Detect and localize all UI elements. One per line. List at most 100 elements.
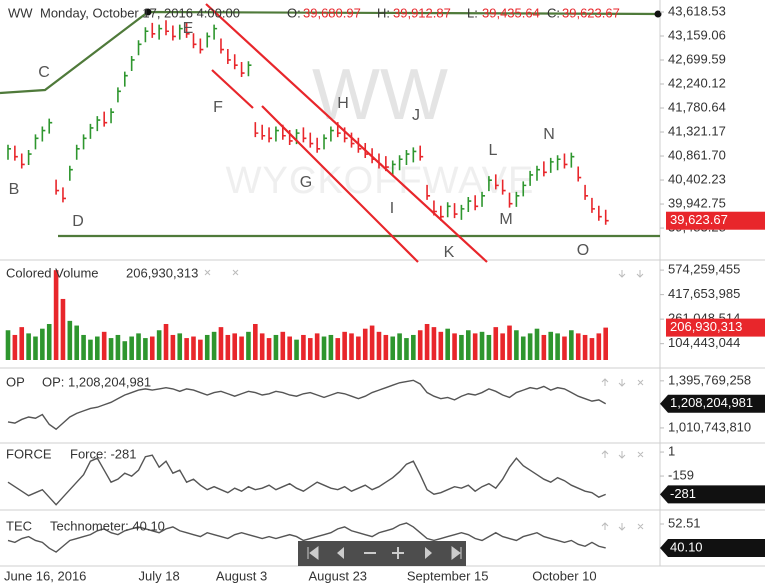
price-bar: [89, 123, 94, 139]
price-bar: [220, 38, 224, 54]
volume-bar: [356, 336, 361, 360]
volume-bar: [129, 336, 134, 360]
volume-bar: [266, 338, 272, 360]
y-tick-label: 1,010,743,810: [668, 419, 751, 434]
price-bar: [446, 202, 451, 218]
volume-bar: [46, 323, 52, 360]
volume-bar: [596, 333, 602, 360]
price-bar: [453, 203, 458, 219]
move-icon[interactable]: [618, 270, 644, 278]
price-bar: [192, 33, 197, 49]
volume-bar: [108, 338, 114, 360]
y-tick-label: 39,942.75: [668, 195, 726, 210]
volume-bar: [342, 331, 347, 360]
volume-bar: [500, 333, 505, 360]
price-bar: [34, 134, 39, 150]
price-bar: [467, 197, 472, 213]
price-bar: [598, 205, 602, 221]
price-bar: [103, 111, 108, 127]
wave-label: H: [337, 95, 349, 112]
volume-bar: [459, 334, 464, 360]
trendlines: [0, 3, 662, 263]
ohlc-label: C:: [547, 5, 560, 20]
ohlc-value: 39,623.67: [562, 5, 620, 20]
x-tick-label: September 15: [407, 568, 489, 583]
last-value-box: [660, 485, 765, 504]
y-tick-label: 52.51: [668, 515, 701, 530]
last-button[interactable]: [451, 546, 462, 560]
volume-bar: [136, 333, 141, 360]
navigation-toolbar[interactable]: [298, 541, 466, 566]
wave-label: F: [213, 99, 223, 116]
price-bar: [426, 184, 431, 200]
price-bar: [178, 24, 183, 40]
close-icon[interactable]: [204, 269, 239, 276]
last-value-label: 39,623.67: [670, 212, 728, 227]
y-tick-label: 574,259,455: [668, 262, 740, 277]
price-bar: [254, 122, 259, 138]
price-bar: [185, 22, 190, 38]
last-value-label: -281: [670, 486, 696, 501]
marks: [5, 20, 609, 553]
volume-bar: [246, 331, 251, 360]
channel-line: [205, 3, 488, 263]
volume-bar: [218, 327, 224, 360]
price-bar: [494, 174, 499, 190]
wave-label: E: [183, 20, 194, 37]
y-tick-label: 40,402.23: [668, 171, 726, 186]
trend-handle: [144, 8, 152, 16]
volume-bar: [541, 334, 547, 360]
zoom-in-button[interactable]: [392, 547, 404, 559]
next-button[interactable]: [425, 547, 432, 559]
volume-bar: [101, 331, 107, 360]
volume-bar: [204, 334, 210, 360]
panel-value: Technometer: 40.10: [50, 518, 165, 533]
price-bar: [20, 153, 25, 169]
y-tick-label: 43,159.06: [668, 27, 726, 42]
panel-controls[interactable]: [601, 378, 644, 387]
volume-bar: [184, 338, 189, 360]
y-tick-label: 41,321.17: [668, 123, 726, 138]
volume-bar: [232, 333, 238, 360]
symbol: WW: [8, 5, 33, 20]
volume-bar: [362, 328, 368, 360]
volume-bar: [259, 333, 265, 360]
x-tick-label: August 23: [308, 568, 367, 583]
price-bar: [522, 181, 527, 197]
volume-bar: [514, 330, 519, 360]
volume-bar: [349, 333, 354, 360]
panel-controls[interactable]: [601, 522, 644, 531]
y-tick-label: 417,653,985: [668, 286, 740, 301]
channel-line: [211, 69, 254, 109]
volume-bar: [479, 331, 485, 360]
volume-bar: [314, 333, 320, 360]
price-bar: [405, 150, 410, 166]
volume-bar: [335, 338, 341, 360]
last-value-label: 40.10: [670, 539, 703, 554]
volume-bar: [40, 328, 45, 360]
volume-bar: [438, 331, 444, 360]
volume-bar: [589, 338, 595, 360]
price-bar: [151, 22, 156, 38]
volume-bar: [67, 320, 73, 360]
price-bar: [604, 209, 609, 225]
last-value-label: 1,208,204,981: [670, 395, 753, 410]
wave-label: N: [543, 126, 555, 143]
price-bar: [206, 32, 211, 48]
wave-label: O: [577, 242, 589, 259]
panel-title: TEC: [6, 518, 32, 533]
volume-bar: [520, 336, 526, 360]
prev-button[interactable]: [337, 547, 344, 559]
panel-controls[interactable]: [601, 450, 644, 459]
wave-label: C: [38, 64, 50, 81]
price-bar: [27, 150, 32, 166]
first-button[interactable]: [307, 546, 319, 560]
price-bar: [563, 153, 568, 169]
volume-bar: [431, 327, 437, 360]
ohlc-value: 39,912.87: [393, 5, 451, 20]
volume-bar: [417, 330, 423, 360]
volume-bar: [376, 331, 382, 360]
price-bar: [529, 170, 534, 186]
